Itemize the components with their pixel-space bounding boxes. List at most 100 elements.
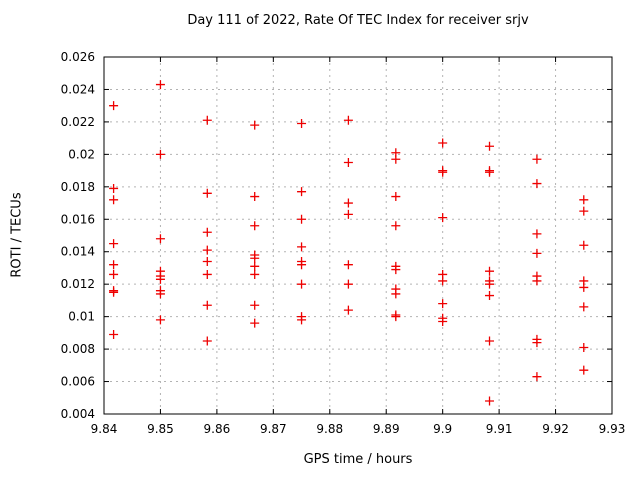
data-point xyxy=(532,372,542,382)
data-point xyxy=(250,253,260,263)
data-point xyxy=(438,299,448,309)
data-point xyxy=(202,188,212,198)
data-point xyxy=(250,221,260,231)
y-tick-label: 0.006 xyxy=(61,375,95,389)
data-point xyxy=(485,266,495,276)
y-tick-label: 0.018 xyxy=(61,180,95,194)
data-point xyxy=(579,302,589,312)
x-tick-label: 9.89 xyxy=(373,422,400,436)
x-tick-label: 9.86 xyxy=(204,422,231,436)
y-tick-label: 0.022 xyxy=(61,115,95,129)
data-point xyxy=(391,312,401,322)
x-tick-label: 9.9 xyxy=(433,422,452,436)
x-tick-label: 9.93 xyxy=(599,422,626,436)
y-tick-label: 0.016 xyxy=(61,212,95,226)
data-point xyxy=(155,289,165,299)
data-point xyxy=(391,192,401,202)
plot-border xyxy=(103,56,613,415)
data-point xyxy=(343,115,353,125)
data-point xyxy=(250,300,260,310)
data-point xyxy=(202,336,212,346)
data-point xyxy=(579,206,589,216)
data-point xyxy=(109,287,119,297)
data-point xyxy=(109,269,119,279)
data-point xyxy=(438,213,448,223)
data-point xyxy=(155,234,165,244)
data-point xyxy=(438,276,448,286)
data-point xyxy=(391,221,401,231)
data-point xyxy=(343,209,353,219)
data-point xyxy=(202,115,212,125)
data-point xyxy=(343,260,353,270)
data-point xyxy=(297,315,307,325)
data-point xyxy=(343,279,353,289)
x-tick-label: 9.88 xyxy=(316,422,343,436)
data-point xyxy=(155,274,165,284)
data-point xyxy=(250,192,260,202)
data-point xyxy=(297,242,307,252)
x-tick-label: 9.85 xyxy=(147,422,174,436)
data-point xyxy=(109,260,119,270)
data-point xyxy=(250,318,260,328)
data-point xyxy=(532,179,542,189)
data-point xyxy=(343,157,353,167)
data-point xyxy=(438,138,448,148)
data-point xyxy=(250,120,260,130)
x-tick-label: 9.92 xyxy=(542,422,569,436)
data-point xyxy=(391,265,401,275)
x-tick-label: 9.91 xyxy=(486,422,513,436)
data-point xyxy=(202,300,212,310)
data-point xyxy=(579,342,589,352)
data-point xyxy=(391,154,401,164)
y-tick-label: 0.004 xyxy=(61,407,95,421)
data-point xyxy=(485,167,495,177)
data-point xyxy=(109,183,119,193)
data-point xyxy=(250,261,260,271)
data-point xyxy=(297,119,307,129)
data-point xyxy=(297,260,307,270)
data-point xyxy=(579,240,589,250)
data-point xyxy=(532,154,542,164)
data-point xyxy=(155,315,165,325)
data-point xyxy=(532,276,542,286)
data-point xyxy=(297,279,307,289)
data-point xyxy=(109,195,119,205)
data-point xyxy=(485,141,495,151)
data-point xyxy=(579,282,589,292)
data-point xyxy=(202,269,212,279)
data-point xyxy=(485,279,495,289)
y-tick-label: 0.02 xyxy=(68,147,95,161)
data-point xyxy=(343,198,353,208)
data-point xyxy=(532,229,542,239)
y-tick-label: 0.014 xyxy=(61,245,95,259)
data-point xyxy=(297,187,307,197)
data-point xyxy=(485,396,495,406)
data-point xyxy=(438,167,448,177)
data-point xyxy=(109,239,119,249)
x-tick-label: 9.87 xyxy=(260,422,287,436)
data-point xyxy=(343,305,353,315)
data-point xyxy=(532,338,542,348)
data-point xyxy=(250,269,260,279)
x-tick-label: 9.84 xyxy=(91,422,118,436)
y-tick-label: 0.026 xyxy=(61,50,95,64)
data-point xyxy=(579,195,589,205)
data-point xyxy=(485,336,495,346)
data-point xyxy=(109,101,119,111)
data-point xyxy=(109,329,119,339)
data-point xyxy=(438,317,448,327)
chart-title: Day 111 of 2022, Rate Of TEC Index for r… xyxy=(187,13,529,28)
data-point xyxy=(202,227,212,237)
data-point xyxy=(532,248,542,258)
data-point xyxy=(202,256,212,266)
data-point xyxy=(155,149,165,159)
data-point xyxy=(485,291,495,301)
data-point xyxy=(155,80,165,90)
data-point xyxy=(202,245,212,255)
data-point xyxy=(391,289,401,299)
y-tick-label: 0.01 xyxy=(68,310,95,324)
y-tick-label: 0.012 xyxy=(61,277,95,291)
y-tick-label: 0.024 xyxy=(61,82,95,96)
x-axis-label: GPS time / hours xyxy=(303,452,413,467)
